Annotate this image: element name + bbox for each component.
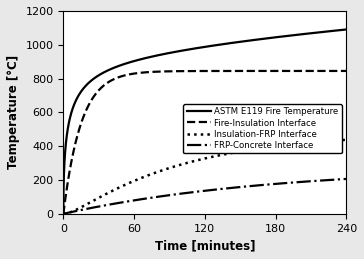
Y-axis label: Temperature [°C]: Temperature [°C]: [7, 55, 20, 169]
X-axis label: Time [minutes]: Time [minutes]: [155, 239, 255, 252]
Legend: ASTM E119 Fire Temperature, Fire-Insulation Interface, Insulation-FRP Interface,: ASTM E119 Fire Temperature, Fire-Insulat…: [183, 104, 342, 153]
